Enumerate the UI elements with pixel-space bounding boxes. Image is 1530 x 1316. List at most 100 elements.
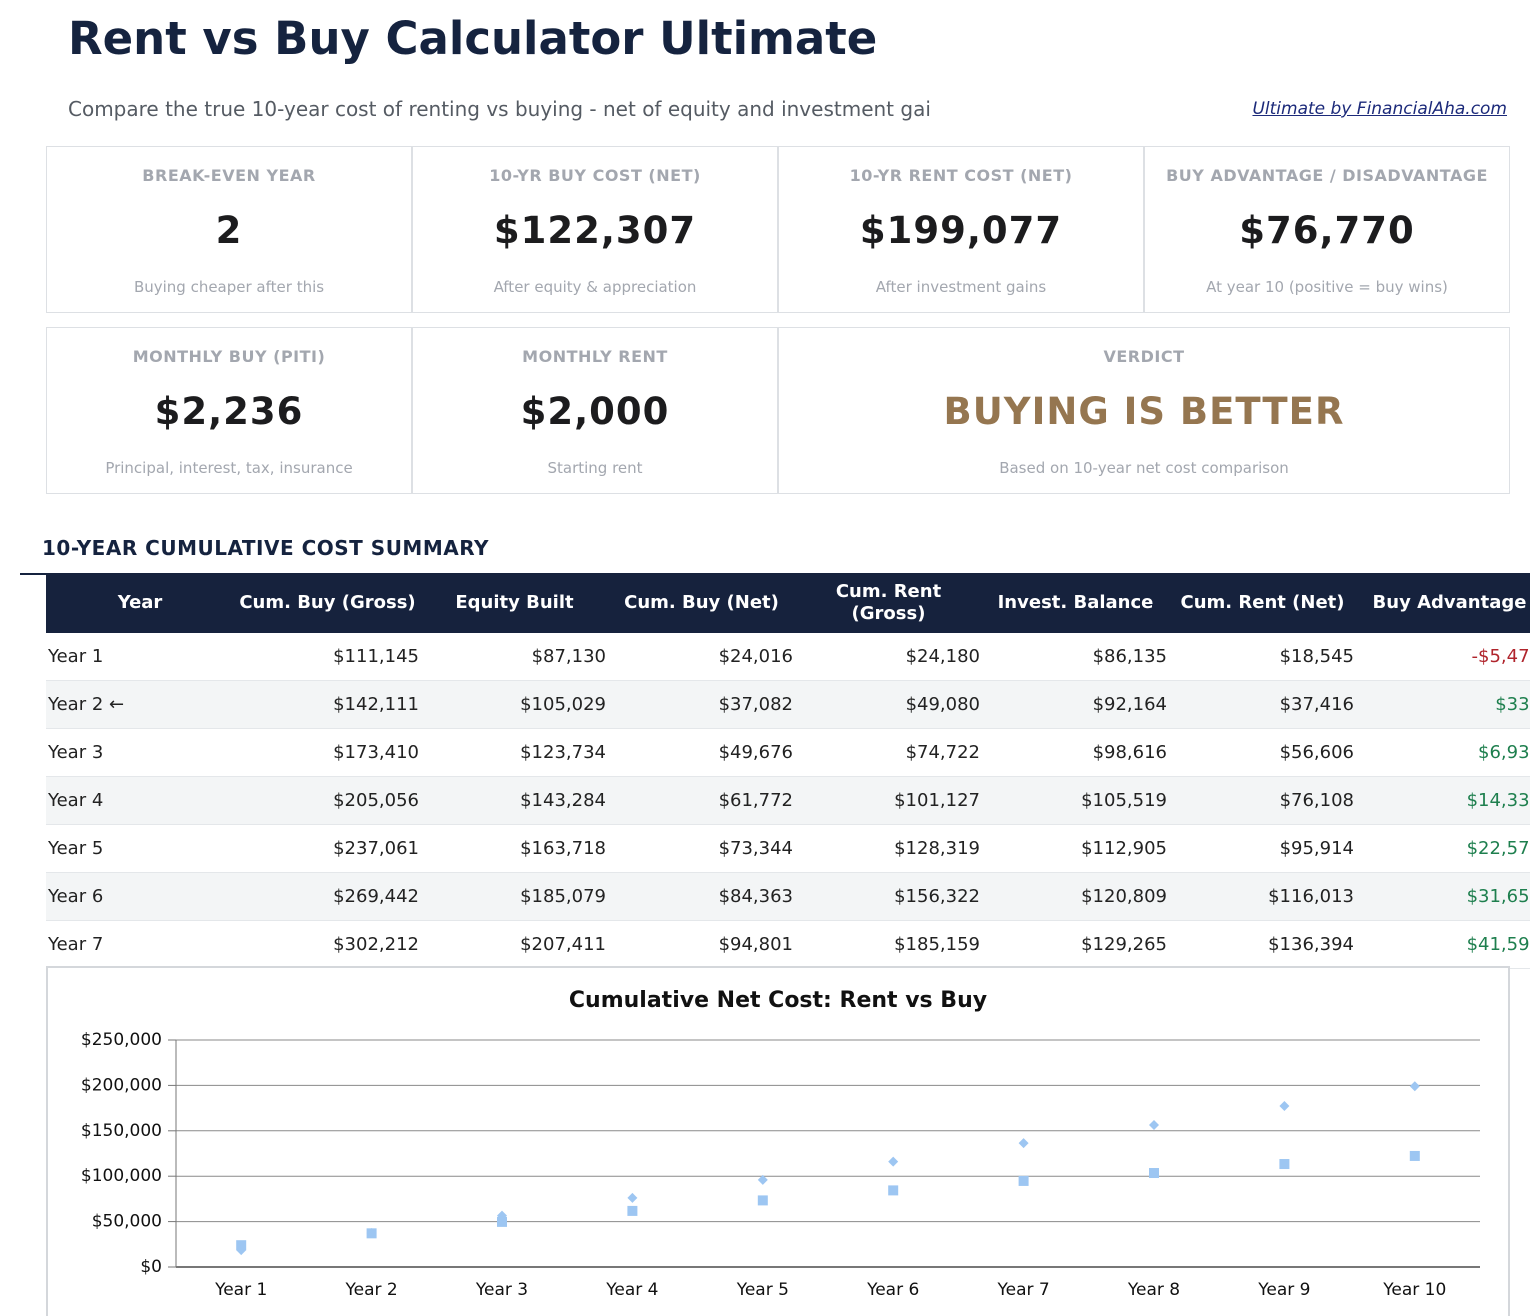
kpi-card: MONTHLY RENT $2,000 Starting rent (412, 327, 778, 494)
kpi-note: Buying cheaper after this (133, 278, 325, 296)
column-header: Buy Advantage (1356, 573, 1530, 633)
column-header: Year (46, 573, 234, 633)
site-link[interactable]: Ultimate by FinancialAha.com (1252, 99, 1507, 119)
table-cell: $105,519 (982, 776, 1169, 825)
kpi-note: Based on 10-year net cost comparison (999, 459, 1289, 477)
table-cell: $302,212 (234, 920, 421, 969)
data-point (757, 1195, 768, 1206)
data-point (366, 1228, 377, 1239)
table-cell: $142,111 (234, 680, 421, 729)
x-tick-label: Year 5 (736, 1280, 789, 1300)
table-cell: $73,344 (608, 824, 795, 873)
y-tick-label: $0 (140, 1257, 162, 1277)
table-cell: $129,265 (982, 920, 1169, 969)
divider (20, 573, 46, 575)
table-cell: $14,336 (1356, 776, 1530, 825)
kpi-value: 2 (215, 209, 243, 252)
data-point (1279, 1101, 1290, 1112)
table-cell: $105,029 (421, 680, 608, 729)
table-cell: $24,016 (608, 633, 795, 681)
kpi-note: Principal, interest, tax, insurance (105, 459, 353, 477)
kpi-label: BUY ADVANTAGE / DISADVANTAGE (1166, 166, 1488, 185)
table-cell: $41,593 (1356, 920, 1530, 969)
data-point (497, 1210, 507, 1221)
y-tick-label: $50,000 (92, 1212, 162, 1232)
table-cell: $120,809 (982, 872, 1169, 921)
table-row: Year 4 $205,056 $143,284 $61,772 $101,127 $10… (46, 776, 1530, 825)
kpi-label: BREAK-EVEN YEAR (142, 166, 316, 185)
kpi-label: 10-YR RENT COST (NET) (849, 166, 1073, 185)
summary-table: Year Cum. Buy (Gross) Equity Built Cum. Buy… (46, 573, 1530, 969)
table-cell: $31,650 (1356, 872, 1530, 921)
table-cell: $269,442 (234, 872, 421, 921)
data-point (1279, 1159, 1290, 1170)
data-point (1018, 1138, 1029, 1149)
kpi-card: VERDICT BUYING IS BETTER Based on 10-year … (778, 327, 1510, 494)
table-cell: $101,127 (795, 776, 982, 825)
chart-title: Cumulative Net Cost: Rent vs Buy (569, 988, 987, 1013)
data-point (757, 1174, 768, 1185)
y-tick-label: $250,000 (81, 1030, 162, 1050)
kpi-value: $199,077 (859, 209, 1063, 252)
chart-frame (46, 966, 1510, 1316)
x-tick-label: Year 6 (866, 1280, 919, 1300)
page-title: Rent vs Buy Calculator Ultimate (68, 12, 878, 65)
table-cell: $94,801 (608, 920, 795, 969)
kpi-card: 10-YR BUY COST (NET) $122,307 After equity… (412, 146, 778, 313)
x-tick-label: Year 4 (605, 1280, 658, 1300)
column-header: Cum. Rent (Net) (1169, 573, 1356, 633)
data-point (627, 1192, 638, 1203)
table-cell: $111,145 (234, 633, 421, 681)
kpi-note: Starting rent (547, 459, 643, 477)
table-row: Year 6 $269,442 $185,079 $84,363 $156,322 $12… (46, 872, 1530, 921)
table-cell: $185,079 (421, 872, 608, 921)
kpi-label: VERDICT (1103, 347, 1185, 366)
table-cell: $74,722 (795, 728, 982, 777)
table-cell: Year 6 (46, 872, 234, 921)
kpi-label: MONTHLY BUY (PITI) (132, 347, 326, 366)
table-cell: $334 (1356, 680, 1530, 729)
x-tick-label: Year 8 (1127, 1280, 1180, 1300)
table-cell: Year 7 (46, 920, 234, 969)
table-cell: $185,159 (795, 920, 982, 969)
table-cell: $207,411 (421, 920, 608, 969)
table-cell: $76,108 (1169, 776, 1356, 825)
x-tick-label: Year 10 (1382, 1280, 1446, 1300)
y-tick-label: $100,000 (81, 1166, 162, 1186)
table-cell: $128,319 (795, 824, 982, 873)
table-title: 10-YEAR CUMULATIVE COST SUMMARY (42, 536, 490, 560)
table-cell: $136,394 (1169, 920, 1356, 969)
x-tick-label: Year 9 (1257, 1280, 1310, 1300)
data-point (888, 1185, 899, 1196)
chart: Cumulative Net Cost: Rent vs Buy $0 $50,0… (46, 966, 1510, 1316)
table-cell: $205,056 (234, 776, 421, 825)
table-cell: $86,135 (982, 633, 1169, 681)
table-cell: $49,676 (608, 728, 795, 777)
x-tick-label: Year 2 (344, 1280, 397, 1300)
table-cell: $92,164 (982, 680, 1169, 729)
x-tick-label: Year 1 (214, 1280, 267, 1300)
kpi-note: After equity & appreciation (493, 278, 697, 296)
table-cell: Year 3 (46, 728, 234, 777)
kpi-value: $122,307 (493, 209, 697, 252)
table-cell: $87,130 (421, 633, 608, 681)
kpi-cards: BREAK-EVEN YEAR 2 Buying cheaper after thi… (46, 146, 1510, 494)
table-row: Year 1 $111,145 $87,130 $24,016 $24,180 $86,1… (46, 633, 1530, 681)
page-subtitle: Compare the true 10-year cost of renting… (68, 97, 931, 121)
table-cell: $173,410 (234, 728, 421, 777)
table-cell: Year 1 (46, 633, 234, 681)
data-point (497, 1216, 507, 1227)
table-cell: $22,570 (1356, 824, 1530, 873)
column-header: Cum. Buy (Net) (608, 573, 795, 633)
table-cell: Year 5 (46, 824, 234, 873)
table-cell: $18,545 (1169, 633, 1356, 681)
y-tick-label: $150,000 (81, 1121, 162, 1141)
kpi-note: After investment gains (875, 278, 1047, 296)
table-row: Year 7 $302,212 $207,411 $94,801 $185,159 $12… (46, 920, 1530, 969)
kpi-label: MONTHLY RENT (522, 347, 668, 366)
data-point (1018, 1175, 1029, 1186)
data-point (888, 1156, 899, 1167)
data-point (1409, 1150, 1420, 1161)
table-cell: $49,080 (795, 680, 982, 729)
